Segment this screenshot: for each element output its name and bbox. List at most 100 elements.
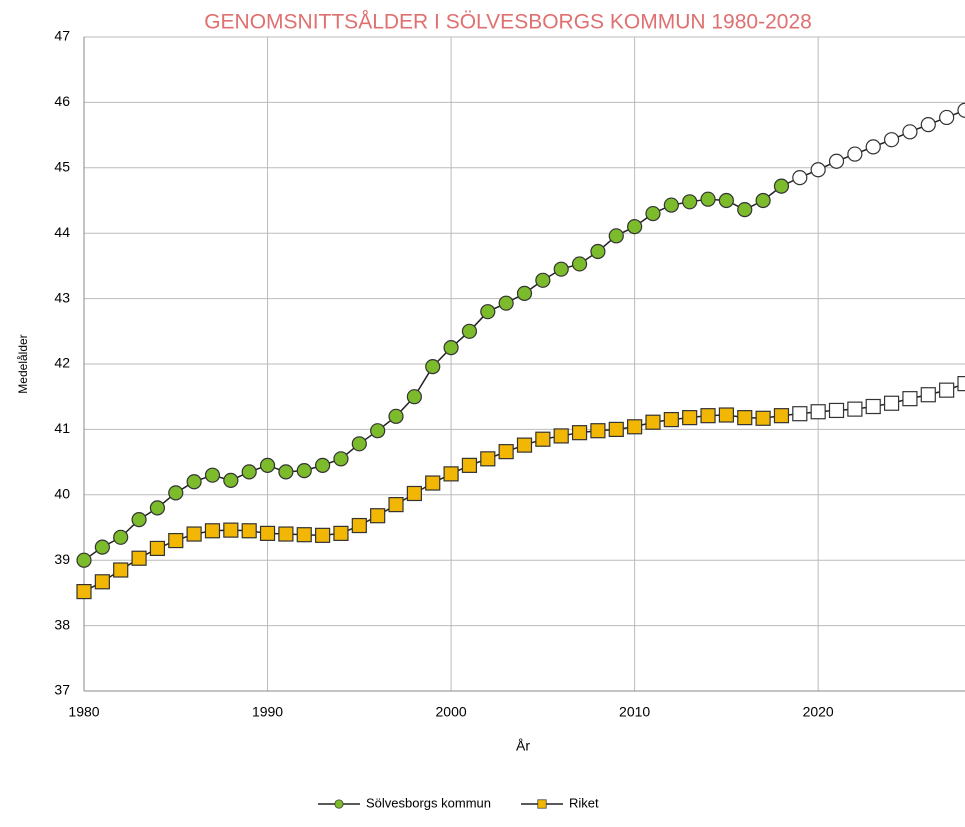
data-point (480, 451, 496, 467)
data-point (443, 340, 459, 356)
data-point (278, 526, 294, 542)
data-point (865, 139, 881, 155)
data-point (571, 425, 588, 441)
data-point (241, 464, 257, 480)
data-point (94, 574, 110, 590)
series-line (83, 109, 965, 561)
data-point (810, 162, 826, 178)
data-point (370, 423, 386, 439)
y-tick-label: 40 (54, 486, 70, 502)
data-point (755, 410, 771, 426)
y-tick-label: 37 (54, 682, 70, 698)
data-point (627, 419, 643, 435)
x-tick-label: 1990 (252, 704, 283, 720)
legend-marker (537, 799, 547, 809)
data-point (553, 428, 569, 444)
data-point (498, 295, 514, 311)
data-point (76, 552, 92, 568)
y-tick-label: 41 (54, 420, 70, 436)
y-tick-label: 39 (54, 551, 70, 567)
data-point (590, 243, 606, 260)
data-point (516, 437, 533, 453)
data-point (296, 527, 312, 543)
data-point (315, 527, 331, 543)
chart-title: GENOMSNITTSÅLDER I SÖLVESBORGS KOMMUN 19… (204, 11, 812, 34)
data-point (223, 522, 239, 538)
data-point (773, 178, 790, 194)
legend-label: Sölvesborgs kommun (366, 795, 491, 810)
data-point (351, 436, 367, 452)
data-point (682, 410, 698, 426)
data-point (627, 219, 643, 235)
data-point (571, 256, 588, 272)
data-point (700, 408, 716, 424)
data-point (259, 457, 276, 473)
data-point (204, 523, 221, 539)
data-point (939, 382, 955, 398)
data-point (663, 411, 679, 428)
data-point (920, 387, 936, 403)
data-point (718, 407, 734, 423)
data-point (755, 192, 771, 209)
data-point (131, 512, 147, 528)
data-point (76, 583, 92, 600)
data-point (516, 285, 533, 301)
data-point (113, 529, 129, 545)
data-point (204, 467, 221, 483)
data-point (645, 205, 661, 222)
y-tick-label: 38 (54, 616, 70, 632)
data-point (370, 508, 386, 524)
data-point (351, 517, 367, 534)
data-point (663, 197, 679, 213)
data-point (168, 532, 184, 549)
data-point (718, 192, 734, 209)
data-point (957, 376, 965, 392)
data-point (828, 402, 845, 419)
data-point (828, 153, 845, 169)
data-point (608, 228, 624, 244)
data-point (865, 398, 881, 415)
data-point (425, 359, 441, 375)
data-point (149, 540, 166, 557)
data-point (186, 474, 202, 490)
data-point (113, 562, 129, 578)
legend-label: Riket (569, 795, 599, 810)
data-point (792, 170, 808, 186)
data-point (773, 408, 790, 424)
data-point (406, 389, 422, 405)
x-tick-label: 2000 (436, 704, 467, 720)
data-point (296, 463, 312, 479)
y-tick-label: 43 (54, 289, 70, 305)
data-point (535, 431, 551, 447)
data-point (388, 497, 404, 513)
data-point (278, 464, 294, 480)
data-point (259, 525, 276, 541)
data-point (553, 261, 569, 277)
y-tick-label: 44 (54, 224, 70, 240)
data-point (700, 191, 716, 207)
data-point (590, 423, 606, 439)
data-point (168, 485, 184, 501)
data-point (315, 457, 331, 473)
data-point (94, 539, 110, 555)
x-tick-label: 2010 (619, 704, 650, 720)
data-point (847, 146, 863, 162)
data-point (682, 194, 698, 210)
data-point (131, 550, 147, 566)
data-point (480, 304, 496, 320)
data-point (535, 272, 551, 288)
data-point (645, 414, 661, 430)
y-tick-label: 46 (54, 93, 70, 109)
data-point (883, 395, 900, 411)
data-point (333, 451, 349, 467)
data-point (737, 410, 753, 426)
x-tick-label: 1980 (68, 704, 99, 720)
data-point (333, 525, 349, 541)
data-point (425, 475, 441, 491)
data-point (498, 444, 514, 460)
data-point (939, 109, 955, 126)
x-axis-label: År (516, 738, 530, 754)
legend-marker (334, 799, 344, 809)
data-point (902, 391, 918, 407)
